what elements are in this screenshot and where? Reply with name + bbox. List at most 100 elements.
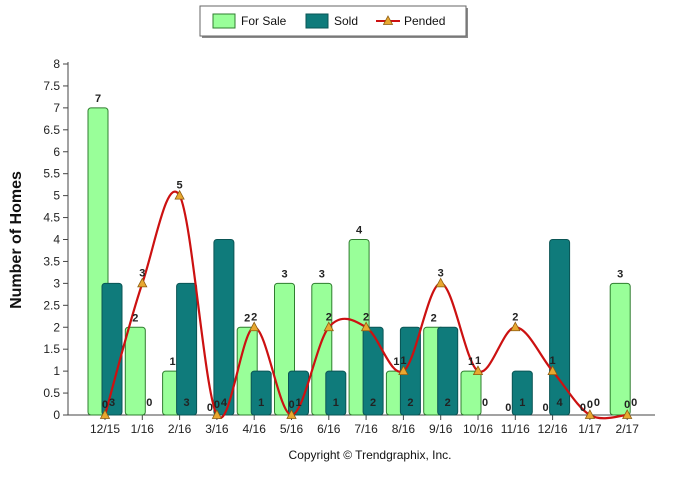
axes: 0 0.5 1 1.5 2 2.5 3 3.5 4 4.5 5 5.5 6 6.5 7 7.5 8 12/15 1/… [43, 57, 655, 436]
sold-bar [213, 239, 235, 416]
y-tick-label: 7.5 [43, 79, 60, 93]
sold-label: 0 [631, 397, 637, 409]
for-sale-label: 2 [132, 312, 138, 324]
sold-bar [288, 370, 309, 416]
pended-label: 2 [512, 311, 518, 323]
pended-label: 0 [288, 399, 294, 411]
for-sale-bar [124, 326, 146, 416]
y-axis-title: Number of Homes [8, 171, 25, 309]
x-tick-label: 12/16 [538, 422, 568, 436]
y-tick-label: 4 [53, 233, 60, 247]
for-sale-label: 7 [95, 93, 101, 105]
sold-bar [362, 326, 384, 416]
y-tick-label: 3.5 [43, 254, 60, 268]
pended-marker [622, 409, 633, 419]
pended-marker [174, 189, 185, 200]
y-tick-label: 2.5 [43, 298, 60, 312]
legend-swatch-pended-marker [382, 15, 394, 25]
legend-label-pended: Pended [404, 14, 445, 28]
pended-label: 0 [624, 399, 630, 411]
for-sale-label: 0 [543, 402, 549, 414]
y-tick-label: 5 [53, 189, 60, 203]
pended-label: 1 [400, 355, 406, 367]
sold-label: 0 [146, 397, 152, 409]
x-tick-label: 1/17 [578, 422, 602, 436]
sold-bar [437, 326, 459, 416]
for-sale-bar [460, 370, 482, 416]
y-tick-label: 3 [53, 276, 60, 290]
pended-label: 2 [326, 311, 332, 323]
pended-label: 1 [550, 355, 556, 367]
pended-series [99, 189, 633, 420]
for-sale-label: 3 [281, 268, 287, 280]
x-tick-label: 1/16 [131, 422, 155, 436]
pended-label: 0 [214, 399, 220, 411]
sold-label: 4 [557, 397, 564, 409]
y-tick-label: 0.5 [43, 386, 60, 400]
for-sale-label: 3 [617, 268, 623, 280]
sold-label: 4 [221, 397, 228, 409]
for-sale-label: 1 [393, 356, 399, 368]
pended-label: 2 [363, 311, 369, 323]
x-tick-label: 5/16 [280, 422, 304, 436]
pended-marker [547, 365, 558, 376]
x-tick-label: 7/16 [354, 422, 378, 436]
pended-label: 0 [587, 399, 593, 411]
sold-label: 1 [258, 397, 264, 409]
pended-label: 1 [475, 355, 481, 367]
legend-label-sold: Sold [334, 14, 358, 28]
pended-marker [584, 409, 596, 419]
y-tick-label: 2 [53, 320, 60, 334]
x-tick-label: 10/16 [463, 422, 493, 436]
pended-marker [137, 277, 148, 288]
pended-label: 5 [177, 180, 183, 192]
legend-swatch-sold [305, 13, 329, 29]
x-tick-label: 4/16 [243, 422, 267, 436]
for-sale-label: 4 [356, 225, 363, 237]
legend-box [199, 5, 467, 37]
pended-marker [435, 277, 446, 288]
for-sale-bar [609, 282, 631, 416]
legend-swatch-for-sale [212, 13, 236, 29]
sold-bar [101, 282, 123, 416]
sold-bar [250, 370, 272, 416]
for-sale-label: 0 [580, 402, 586, 414]
pended-marker [286, 409, 297, 419]
legend: For Sale Sold Pended [199, 5, 468, 38]
x-tick-label: 8/16 [392, 422, 416, 436]
for-sale-label: 1 [170, 356, 176, 368]
pended-marker [398, 365, 409, 376]
pended-marker [99, 409, 111, 419]
copyright-text: Copyright © Trendgraphix, Inc. [289, 448, 452, 462]
bars [87, 107, 631, 416]
pended-label: 3 [438, 267, 444, 279]
y-tick-label: 1 [53, 364, 60, 378]
pended-marker [211, 409, 223, 419]
sold-label: 1 [519, 397, 525, 409]
sold-label: 2 [445, 397, 451, 409]
for-sale-label: 1 [468, 356, 474, 368]
x-tick-label: 3/16 [205, 422, 229, 436]
y-tick-label: 0 [53, 408, 60, 422]
pended-marker [249, 321, 260, 332]
x-tick-label: 11/16 [501, 422, 530, 436]
y-tick-label: 6 [53, 145, 60, 159]
sold-label: 3 [184, 397, 190, 409]
pended-marker [510, 321, 521, 332]
pended-marker [472, 365, 484, 376]
pended-label: 0 [102, 399, 108, 411]
y-tick-label: 8 [53, 57, 60, 71]
sold-bar [176, 282, 198, 416]
for-sale-label: 0 [505, 402, 511, 414]
legend-label-for-sale: For Sale [241, 14, 287, 28]
sold-label: 2 [407, 397, 413, 409]
sold-label: 2 [370, 397, 376, 409]
sold-bar [511, 370, 533, 416]
for-sale-label: 3 [319, 268, 325, 280]
x-tick-label: 2/16 [168, 422, 192, 436]
pended-label: 3 [139, 267, 145, 279]
sold-label: 1 [333, 397, 339, 409]
